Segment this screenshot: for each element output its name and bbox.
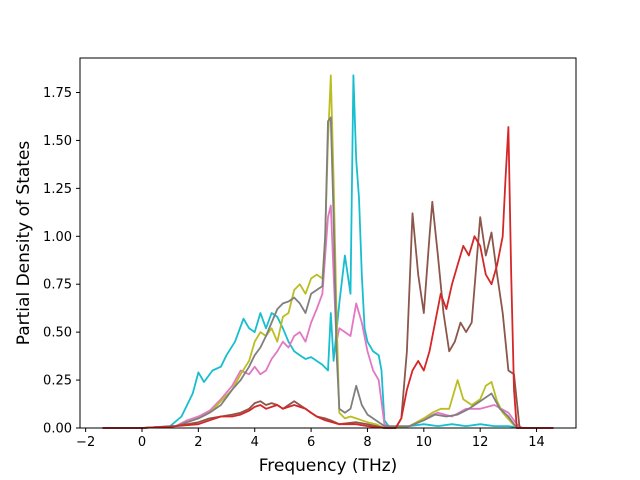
x-tick-label: 8 — [363, 435, 371, 450]
y-tick-label: 1.75 — [43, 86, 72, 101]
x-tick-label: 10 — [416, 435, 433, 450]
y-axis-title: Partial Density of States — [14, 141, 34, 346]
y-tick-label: 0.50 — [43, 326, 72, 341]
y-tick-label: 0.00 — [43, 422, 72, 437]
x-tick-label: 0 — [138, 435, 146, 450]
series-line-3 — [102, 74, 554, 429]
y-axis: 0.00 0.25 0.50 0.75 1.00 1.25 1.50 1.75 — [43, 86, 80, 437]
x-axis: −2 0 2 4 6 8 10 12 14 — [76, 428, 545, 450]
x-axis-title: Frequency (THz) — [259, 456, 398, 476]
y-tick-label: 0.25 — [43, 374, 72, 389]
x-tick-label: 2 — [194, 435, 202, 450]
x-tick-label: 6 — [307, 435, 315, 450]
x-tick-label: −2 — [76, 435, 95, 450]
series-line-4 — [102, 116, 554, 429]
y-tick-label: 0.75 — [43, 278, 72, 293]
series-line-5 — [102, 200, 554, 429]
y-tick-label: 1.25 — [43, 182, 72, 197]
y-tick-label: 1.00 — [43, 230, 72, 245]
x-tick-label: 12 — [472, 435, 489, 450]
x-tick-label: 14 — [528, 435, 545, 450]
y-tick-label: 1.50 — [43, 134, 72, 149]
series-line-2 — [102, 204, 554, 429]
x-tick-label: 4 — [251, 435, 259, 450]
plot-frame — [79, 57, 577, 429]
